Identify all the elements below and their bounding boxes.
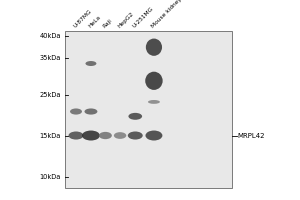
Ellipse shape: [70, 108, 82, 115]
Ellipse shape: [85, 61, 96, 66]
Bar: [65, 31, 232, 188]
Ellipse shape: [146, 39, 162, 56]
Text: U-251MG: U-251MG: [132, 6, 154, 29]
Text: 25kDa: 25kDa: [40, 92, 61, 98]
Text: MRPL42: MRPL42: [238, 133, 266, 139]
Text: HeLa: HeLa: [87, 15, 102, 29]
Ellipse shape: [128, 131, 143, 140]
Text: 10kDa: 10kDa: [40, 174, 61, 180]
Ellipse shape: [82, 131, 100, 141]
Text: HepG2: HepG2: [116, 11, 134, 29]
Text: Raji: Raji: [102, 18, 113, 29]
Text: U-87MG: U-87MG: [73, 9, 93, 29]
Ellipse shape: [114, 132, 126, 139]
Text: 15kDa: 15kDa: [40, 133, 61, 139]
Text: 40kDa: 40kDa: [40, 33, 61, 39]
Ellipse shape: [68, 131, 83, 140]
Ellipse shape: [85, 108, 98, 115]
Ellipse shape: [145, 72, 163, 90]
Ellipse shape: [148, 100, 160, 104]
Text: Mouse kidney: Mouse kidney: [150, 0, 183, 29]
Text: 35kDa: 35kDa: [40, 55, 61, 61]
Ellipse shape: [128, 113, 142, 120]
Ellipse shape: [99, 132, 112, 139]
Ellipse shape: [146, 131, 162, 141]
